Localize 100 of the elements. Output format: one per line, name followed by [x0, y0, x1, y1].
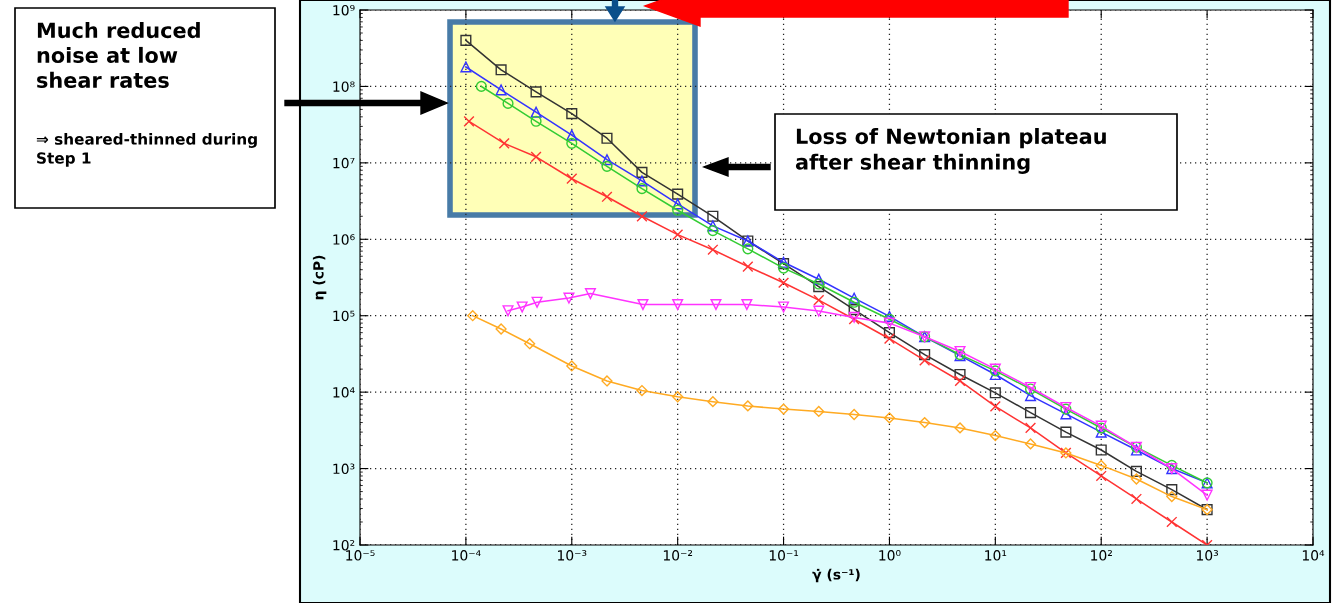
point: [707, 225, 719, 237]
point: [1130, 473, 1143, 485]
point: [1024, 422, 1037, 434]
text: ⇒ sheared-thinned during Step 1: [36, 133, 257, 167]
x-axis-title: γ̇ (s⁻¹): [812, 568, 860, 583]
point: [637, 298, 649, 311]
point: [530, 106, 542, 118]
y-tick-label: 10³: [333, 463, 355, 475]
point: [989, 387, 1001, 399]
point: [919, 416, 931, 429]
point: [566, 129, 578, 141]
point: [1166, 516, 1178, 528]
point: [1095, 444, 1107, 456]
point: [495, 64, 507, 76]
point: [566, 137, 578, 149]
point: [1130, 465, 1142, 477]
point: [883, 317, 896, 329]
point: [848, 292, 860, 304]
point: [601, 375, 613, 387]
point: [954, 345, 966, 358]
point: [672, 229, 684, 241]
x-tick-label: 10⁻⁴: [452, 550, 481, 561]
point: [813, 273, 825, 285]
point: [1201, 489, 1213, 501]
point: [741, 298, 753, 311]
point: [672, 204, 684, 216]
point: [1166, 490, 1178, 503]
point: [460, 34, 472, 46]
point: [813, 294, 825, 306]
point: [636, 175, 648, 187]
point: [707, 396, 719, 408]
point: [530, 151, 542, 163]
x-tick-label: 10⁴: [1302, 550, 1325, 561]
point: [883, 327, 896, 339]
y-tick-label: 10⁷: [333, 157, 355, 169]
point: [848, 304, 860, 316]
point: [672, 298, 684, 311]
point: [672, 198, 684, 210]
point: [566, 173, 578, 185]
point: [777, 262, 790, 274]
point: [989, 400, 1001, 412]
point: [1024, 438, 1037, 450]
point: [1166, 459, 1178, 471]
point: [601, 160, 613, 172]
point: [707, 220, 719, 232]
point: [1166, 484, 1178, 496]
point: [530, 115, 542, 127]
y-tick-label: 10⁴: [333, 387, 355, 398]
point: [777, 277, 790, 289]
point: [848, 296, 860, 308]
point: [531, 296, 543, 308]
y-tick-label: 10⁹: [333, 4, 355, 16]
x-tick-label: 10²: [1091, 550, 1112, 561]
point: [848, 408, 860, 421]
x-tick-label: 10¹: [985, 550, 1007, 561]
x-tick-label: 10³: [1197, 550, 1219, 561]
annotation: Loss of Newtonian plateau after shear thinning: [795, 128, 1106, 175]
point: [954, 422, 966, 434]
point: [1095, 470, 1107, 482]
x-tick-label: 10⁻⁵: [346, 550, 375, 561]
point: [495, 84, 507, 96]
point: [1024, 407, 1037, 419]
point: [601, 191, 613, 203]
point: [742, 260, 754, 273]
point: [460, 61, 472, 73]
x-tick-label: 10⁻²: [663, 550, 693, 561]
text: Much reduced noise at low shear rates: [37, 22, 200, 88]
point: [530, 86, 542, 98]
point: [742, 243, 754, 255]
y-tick-label: 10⁵: [333, 310, 355, 322]
point: [1095, 459, 1107, 472]
point: [601, 154, 613, 166]
y-tick-label: 10⁶: [333, 234, 355, 245]
point: [566, 360, 578, 372]
point: [636, 183, 648, 195]
point: [707, 210, 719, 222]
point: [954, 375, 966, 387]
point: [1060, 426, 1072, 438]
point: [813, 305, 825, 317]
point: [954, 368, 966, 381]
x-tick-label: 10⁻³: [558, 550, 587, 561]
point: [1024, 390, 1037, 402]
point: [1130, 493, 1142, 505]
y-tick-label: 10⁸: [333, 81, 355, 92]
point: [777, 403, 790, 415]
point: [636, 210, 648, 222]
point: [707, 244, 719, 256]
point: [636, 166, 648, 178]
x-tick-label: 10⁻¹: [769, 550, 799, 561]
point: [566, 108, 578, 120]
point: [742, 400, 754, 412]
point: [495, 323, 507, 335]
point: [989, 429, 1001, 442]
point: [777, 301, 790, 313]
y-axis-title: η (cP): [312, 255, 327, 300]
point: [1095, 426, 1107, 438]
point: [883, 412, 896, 424]
point: [813, 405, 825, 417]
point: [672, 188, 684, 200]
point: [601, 132, 613, 144]
